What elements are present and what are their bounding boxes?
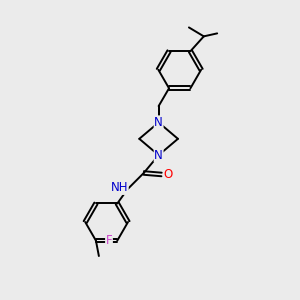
Text: N: N (154, 149, 163, 162)
Text: NH: NH (111, 182, 128, 194)
Text: F: F (106, 234, 112, 247)
Text: N: N (154, 116, 163, 129)
Text: O: O (164, 168, 173, 181)
